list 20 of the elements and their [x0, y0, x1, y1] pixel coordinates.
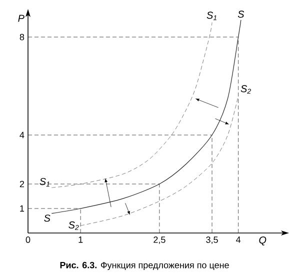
text: Рис. 6.3. Функция предложения по цене: [60, 262, 229, 270]
x-tick-label: 3,5: [206, 236, 218, 244]
y-tick-label: 4: [20, 132, 24, 138]
line-series: [51, 22, 212, 188]
x-tick-label: 0: [26, 236, 30, 243]
line-series: [80, 96, 239, 226]
x-axis-title: Q: [259, 236, 266, 246]
y-axis-title: P: [18, 14, 24, 22]
series-label: S: [44, 214, 50, 222]
x-tick-label: 1: [78, 236, 83, 243]
y-tick-label: 1: [20, 205, 24, 212]
y-tick-label: 2: [20, 180, 24, 188]
text: S$_{2}$: [240, 85, 251, 94]
text: S$_{1}$: [206, 12, 216, 20]
text: S: [238, 10, 244, 18]
x-tick-label: 2,5: [154, 236, 166, 244]
series-label: S$_{1}$: [40, 178, 50, 186]
x-tick-label: 4: [236, 236, 241, 243]
y-tick-label: 8: [20, 34, 24, 40]
series-label: S$_{2}$: [68, 221, 79, 230]
